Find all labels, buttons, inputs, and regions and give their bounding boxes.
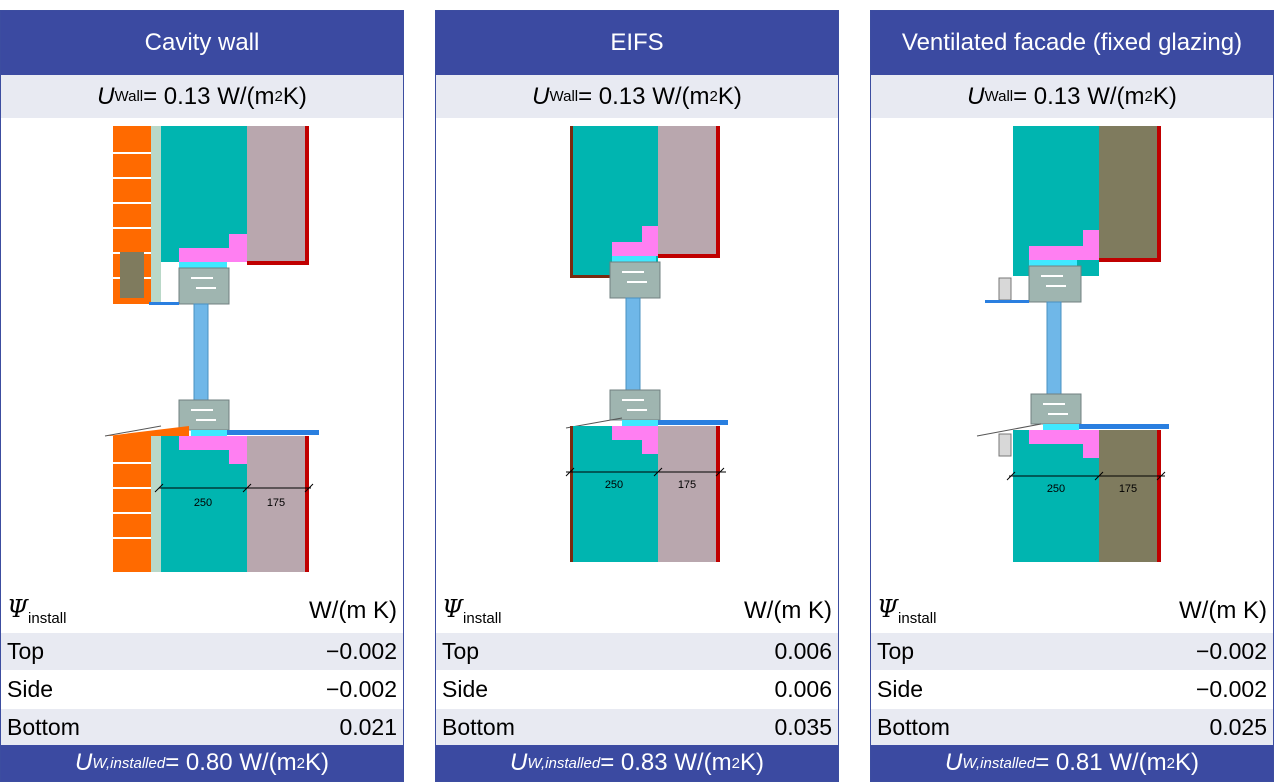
psi-header: Ψinstall W/(m K) — [877, 595, 1267, 627]
dimension-label: 250 — [194, 497, 212, 509]
dimension-label: 250 — [1047, 483, 1065, 495]
table-row: Side −0.002 — [871, 670, 1273, 708]
dimension-label: 250 — [605, 479, 623, 491]
psi-table: Top −0.002 Side −0.002 Bottom 0.021 — [1, 632, 403, 746]
u-wall-row: U Wall = 0.13 W/(m 2 K) — [436, 75, 838, 118]
u-installed-row: U W,installed = 0.81 W/(m 2 K) — [871, 745, 1273, 781]
psi-unit: W/(m K) — [309, 597, 397, 624]
dimension-label: 175 — [678, 479, 696, 491]
table-row: Top −0.002 — [871, 632, 1273, 670]
panel-title: Ventilated facade (fixed glazing) — [871, 11, 1273, 75]
table-row: Top 0.006 — [436, 632, 838, 670]
psi-unit: W/(m K) — [1179, 597, 1267, 624]
psi-unit: W/(m K) — [744, 597, 832, 624]
table-row: Bottom 0.035 — [436, 708, 838, 746]
dimension-label: 175 — [267, 497, 285, 509]
cavity-wall-section-drawing: 250 175 — [1, 118, 403, 590]
table-row: Bottom 0.021 — [1, 708, 403, 746]
u-wall-row: U Wall = 0.13 W/(m 2 K) — [1, 75, 403, 118]
panel-cavity-wall: Cavity wall U Wall = 0.13 W/(m 2 K) — [0, 10, 404, 782]
u-installed-row: U W,installed = 0.80 W/(m 2 K) — [1, 745, 403, 781]
psi-header: Ψinstall W/(m K) — [442, 595, 832, 627]
eifs-section-drawing: 250 175 — [436, 118, 838, 590]
panel-ventilated-facade: Ventilated facade (fixed glazing) U Wall … — [870, 10, 1274, 782]
dimension-label: 175 — [1119, 483, 1137, 495]
table-row: Bottom 0.025 — [871, 708, 1273, 746]
psi-header: Ψinstall W/(m K) — [7, 595, 397, 627]
ventilated-facade-section-drawing: 250 175 — [871, 118, 1273, 590]
table-row: Side 0.006 — [436, 670, 838, 708]
u-installed-row: U W,installed = 0.83 W/(m 2 K) — [436, 745, 838, 781]
u-wall-row: U Wall = 0.13 W/(m 2 K) — [871, 75, 1273, 118]
table-row: Top −0.002 — [1, 632, 403, 670]
psi-table: Top −0.002 Side −0.002 Bottom 0.025 — [871, 632, 1273, 746]
panel-title: Cavity wall — [1, 11, 403, 75]
table-row: Side −0.002 — [1, 670, 403, 708]
psi-table: Top 0.006 Side 0.006 Bottom 0.035 — [436, 632, 838, 746]
panel-eifs: EIFS U Wall = 0.13 W/(m 2 K) — [435, 10, 839, 782]
panel-title: EIFS — [436, 11, 838, 75]
